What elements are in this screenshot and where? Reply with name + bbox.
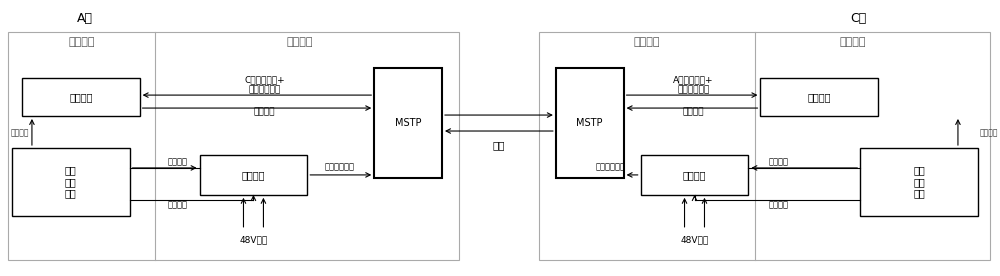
Text: 保护信息: 保护信息 bbox=[254, 108, 275, 116]
Text: 失电开入信息: 失电开入信息 bbox=[596, 163, 626, 171]
Text: C站保护信息+
失电开入信息: C站保护信息+ 失电开入信息 bbox=[244, 75, 285, 95]
Text: 48V供电: 48V供电 bbox=[239, 235, 268, 244]
Text: 测控装置: 测控装置 bbox=[242, 170, 265, 180]
Bar bbox=[8, 32, 459, 260]
Text: 保护
直流
电源: 保护 直流 电源 bbox=[65, 165, 77, 198]
Text: 直流供电: 直流供电 bbox=[980, 129, 998, 137]
Bar bbox=[641, 155, 748, 195]
Text: 失电接点: 失电接点 bbox=[768, 157, 788, 166]
Text: C站: C站 bbox=[850, 12, 866, 25]
Text: 保护装置: 保护装置 bbox=[69, 92, 93, 102]
Text: 保护
直流
电源: 保护 直流 电源 bbox=[913, 165, 925, 198]
Text: 失电接点: 失电接点 bbox=[168, 157, 188, 166]
Text: 通信小室: 通信小室 bbox=[286, 37, 313, 47]
Text: 失电开入信息: 失电开入信息 bbox=[324, 163, 354, 171]
Text: 测控装置: 测控装置 bbox=[683, 170, 706, 180]
Bar bbox=[22, 78, 140, 116]
Bar bbox=[539, 32, 990, 260]
Bar bbox=[860, 148, 978, 216]
Bar bbox=[12, 148, 130, 216]
Text: 48V供电: 48V供电 bbox=[680, 235, 709, 244]
Text: 通信小室: 通信小室 bbox=[633, 37, 660, 47]
Bar bbox=[374, 68, 442, 178]
Text: 光纤: 光纤 bbox=[493, 140, 505, 150]
Text: 保护小室: 保护小室 bbox=[69, 37, 95, 47]
Bar bbox=[556, 68, 624, 178]
Text: A站: A站 bbox=[77, 12, 93, 25]
Text: 保护装置: 保护装置 bbox=[807, 92, 831, 102]
Text: 失电接点: 失电接点 bbox=[768, 200, 788, 209]
Text: 保护信息: 保护信息 bbox=[683, 108, 704, 116]
Text: 失电接点: 失电接点 bbox=[168, 200, 188, 209]
Text: A站保护信息+
失电开入信息: A站保护信息+ 失电开入信息 bbox=[673, 75, 714, 95]
Text: 保护小室: 保护小室 bbox=[840, 37, 866, 47]
Bar bbox=[760, 78, 878, 116]
Bar bbox=[200, 155, 307, 195]
Text: 直流供电: 直流供电 bbox=[11, 129, 29, 137]
Text: MSTP: MSTP bbox=[576, 118, 603, 128]
Text: MSTP: MSTP bbox=[395, 118, 421, 128]
